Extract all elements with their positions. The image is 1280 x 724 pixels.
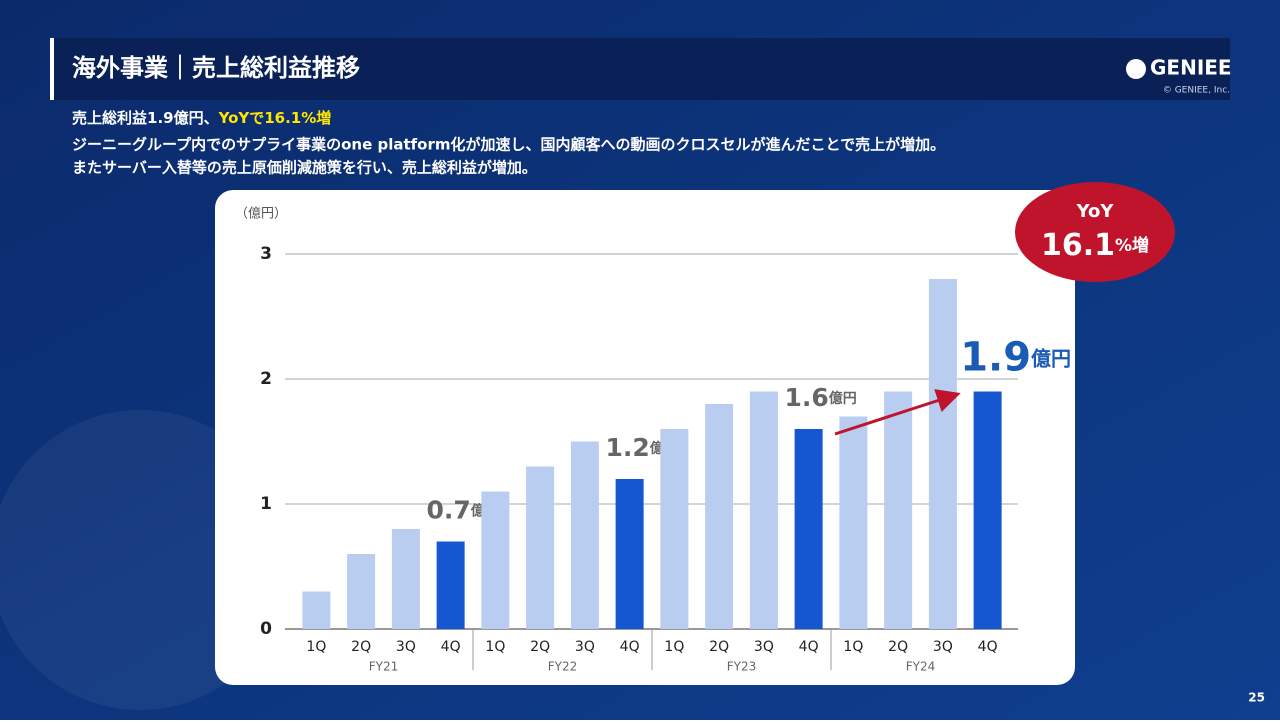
- y-tick-label: 2: [260, 369, 272, 389]
- value-label: 1.9億円: [960, 335, 1071, 381]
- bar: [481, 491, 510, 629]
- y-tick-label: 1: [260, 494, 272, 514]
- value-label-number: 1.2: [605, 433, 649, 462]
- y-tick-label: 0: [260, 619, 272, 639]
- x-tick-label: 4Q: [441, 639, 461, 655]
- bar: [705, 404, 734, 629]
- x-tick-label: 3Q: [575, 639, 595, 655]
- bar: [928, 279, 957, 629]
- bar: [526, 466, 555, 629]
- x-tick-label: 2Q: [530, 639, 550, 655]
- group-label: FY21: [369, 660, 399, 674]
- y-tick-label: 3: [260, 244, 272, 264]
- value-label-number: 0.7: [426, 496, 470, 525]
- bar: [302, 591, 331, 629]
- yoy-unit: %増: [1115, 235, 1149, 256]
- bar: [570, 441, 599, 629]
- x-tick-label: 3Q: [933, 639, 953, 655]
- group-label: FY24: [906, 660, 936, 674]
- yoy-number: 16.1: [1041, 228, 1115, 263]
- value-label: 1.6億円: [784, 383, 856, 412]
- y-axis-label: （億円）: [235, 206, 287, 222]
- summary: 売上総利益1.9億円、YoYで16.1%増: [72, 109, 331, 127]
- chart: 0 1 2 3 FY21 FY22 FY23 FY24 1Q 2Q 3Q 4Q 0.7 億円 1Q 2Q 3Q 4…: [260, 244, 1071, 674]
- x-tick-label: 3Q: [396, 639, 416, 655]
- group-label: FY22: [548, 660, 578, 674]
- x-tick-label: 1Q: [664, 639, 684, 655]
- slide-title: 海外事業｜売上総利益推移: [72, 54, 360, 82]
- value-label-number: 1.9: [960, 335, 1031, 381]
- value-label-unit: 億円: [1031, 346, 1071, 370]
- logo: GENIEE: [1150, 56, 1232, 80]
- yoy-label: YoY: [1076, 201, 1115, 222]
- value-label-unit: 億円: [829, 390, 857, 407]
- logo-icon: [1126, 59, 1146, 79]
- x-tick-label: 1Q: [843, 639, 863, 655]
- x-tick-label: 2Q: [351, 639, 371, 655]
- bar: [347, 554, 376, 629]
- summary-lead: 売上総利益1.9億円、: [72, 109, 219, 127]
- bar: [973, 391, 1002, 629]
- yoy-value: 16.1%増: [1041, 228, 1149, 263]
- x-tick-label: 2Q: [709, 639, 729, 655]
- bar: [391, 529, 420, 629]
- x-tick-label: 4Q: [978, 639, 998, 655]
- x-tick-label: 4Q: [799, 639, 819, 655]
- value-label-number: 1.6: [784, 383, 828, 412]
- copyright: © GENIEE, Inc.: [1163, 86, 1230, 96]
- bar: [839, 416, 868, 629]
- x-tick-label: 3Q: [754, 639, 774, 655]
- x-tick-label: 1Q: [485, 639, 505, 655]
- summary-line: ジーニーグループ内でのサプライ事業のone platform化が加速し、国内顧客…: [72, 136, 945, 154]
- bar: [615, 479, 644, 629]
- bar: [749, 391, 778, 629]
- bar: [884, 391, 913, 629]
- title-accent: [50, 38, 54, 100]
- bar: [660, 429, 689, 629]
- summary-highlight: YoYで16.1%増: [218, 109, 332, 127]
- x-tick-label: 4Q: [620, 639, 640, 655]
- bar: [794, 429, 823, 629]
- page-number: 25: [1248, 691, 1265, 705]
- title-bar: [50, 38, 1230, 100]
- bar: [436, 541, 465, 629]
- group-label: FY23: [727, 660, 757, 674]
- growth-arrow: [834, 389, 961, 436]
- x-tick-label: 2Q: [888, 639, 908, 655]
- yoy-badge: [1015, 182, 1175, 282]
- x-tick-label: 1Q: [306, 639, 326, 655]
- summary-line: またサーバー入替等の売上原価削減施策を行い、売上総利益が増加。: [72, 159, 537, 177]
